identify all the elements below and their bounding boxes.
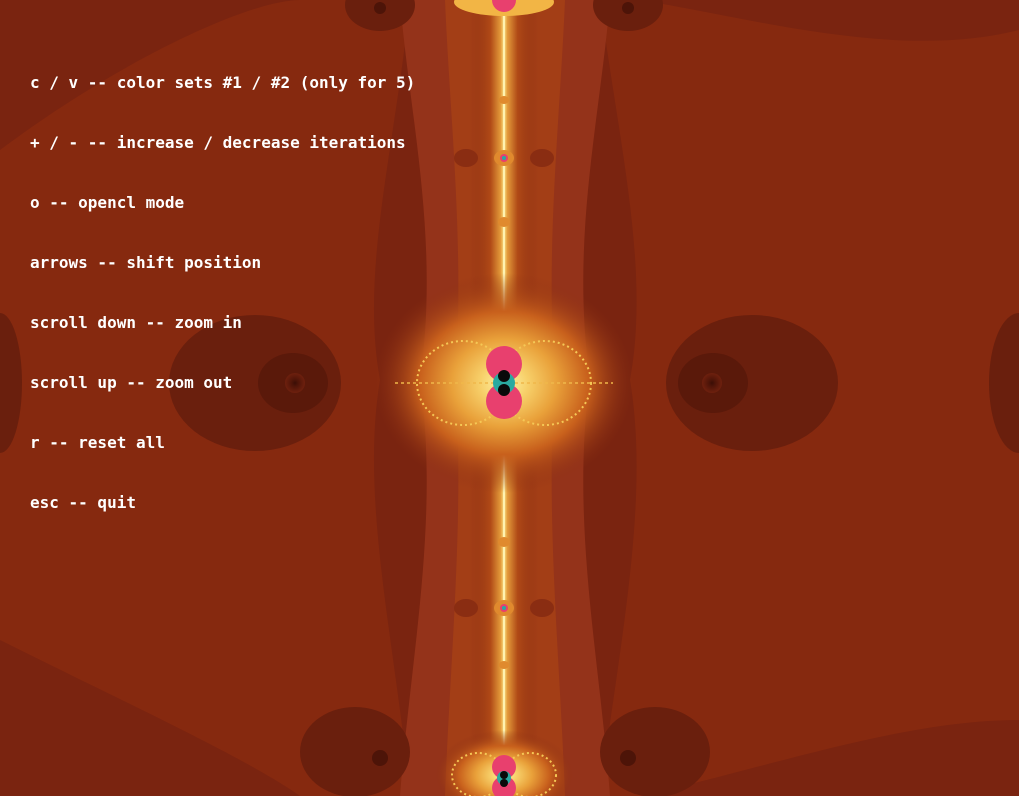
dark-oval-far-left bbox=[0, 313, 22, 453]
core-pink-bottom bbox=[486, 383, 522, 419]
core-black-bottom bbox=[498, 384, 510, 396]
dark-oval-bottom-left bbox=[300, 707, 410, 796]
keyboard-help-overlay: c / v -- color sets #1 / #2 (only for 5)… bbox=[30, 33, 415, 553]
help-line-arrows: arrows -- shift position bbox=[30, 253, 262, 272]
core-pink-top bbox=[486, 346, 522, 382]
help-line-zoom-out: scroll up -- zoom out bbox=[30, 373, 233, 392]
dark-oval-top-left bbox=[345, 0, 415, 31]
orbit-ring-right bbox=[498, 340, 592, 426]
help-line-opencl: o -- opencl mode bbox=[30, 193, 185, 212]
help-line-quit: esc -- quit bbox=[30, 493, 136, 512]
dark-oval-left bbox=[169, 315, 341, 451]
help-line-reset: r -- reset all bbox=[30, 433, 165, 452]
core-black-top bbox=[498, 370, 510, 382]
dark-spot-left bbox=[285, 373, 305, 393]
dark-oval-bottom-right bbox=[600, 707, 710, 796]
dark-oval-far-right bbox=[989, 313, 1019, 453]
dark-oval-right bbox=[666, 315, 838, 451]
help-line-iterations: + / - -- increase / decrease iterations bbox=[30, 133, 406, 152]
help-line-color-sets: c / v -- color sets #1 / #2 (only for 5) bbox=[30, 73, 416, 92]
satellite-blobs bbox=[454, 96, 554, 669]
dark-oval-top-right bbox=[593, 0, 663, 31]
dark-spot-right bbox=[702, 373, 722, 393]
help-line-zoom-in: scroll down -- zoom in bbox=[30, 313, 242, 332]
